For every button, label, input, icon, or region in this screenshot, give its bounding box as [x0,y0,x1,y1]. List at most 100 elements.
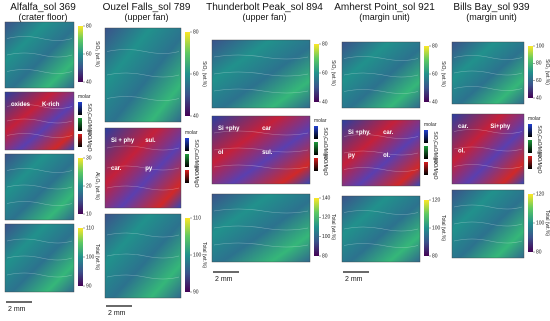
legend-title: molar [78,94,91,100]
channel-label: FeO/MgO [536,152,542,174]
map-texture [343,150,419,156]
map-texture [106,49,180,54]
channel-bar [185,170,189,183]
map-image [4,91,75,151]
column-title: Thunderbolt Peak_sol 894 [206,2,323,13]
map-texture [453,55,523,60]
map-image [341,119,421,187]
map-texture [343,134,419,139]
colorbar-tick-label: 100 [193,252,202,258]
scale-label: 2 mm [345,276,363,283]
colorbar-label: SiO₂ (wt.%) [330,60,336,86]
map-image [104,127,182,209]
channel-label: SiO₂ [193,139,199,149]
map-texture [453,129,523,134]
annotation: sul. [262,150,273,156]
map-image [341,195,421,263]
colorbar-tick-label: 60 [322,70,328,76]
column-title: Ouzel Falls_sol 789 [103,2,191,13]
colorbar-tick-label: 120 [536,191,545,197]
colorbar-tick-label: 40 [432,99,438,105]
colorbar-tick-label: 40 [536,95,542,101]
annotation: Si+phy [490,124,511,130]
map-texture [453,238,523,244]
channel-label: FeO/MgO [193,166,199,188]
map-texture [6,52,73,58]
channel-bar [314,126,318,139]
map-texture [343,243,419,248]
map-texture [343,167,419,172]
map-texture [106,274,180,280]
map-texture [6,168,73,173]
colorbar-tick-label: 110 [193,215,201,221]
annotation: py [145,166,153,172]
channel-bar [424,146,428,159]
colorbar-tick-label: 80 [86,23,92,29]
colorbar-tick-label: 10 [86,211,92,217]
annotation: Si + phy [111,138,135,144]
colorbar-label: SiO₂ (wt.%) [94,41,100,67]
channel-label: CaO/MgO [536,135,542,158]
map-texture [106,165,180,171]
colorbar-tick-label: 100 [322,234,331,240]
legend-title: molar [314,118,327,124]
map-texture [6,36,73,41]
colorbar-tick-label: 40 [86,79,92,85]
map-texture [213,130,309,136]
map-texture [453,204,523,210]
map-texture [6,238,73,244]
map-texture [213,225,309,231]
colorbar-tick-label: 100 [86,254,95,260]
colorbar-tick-label: 120 [432,197,441,203]
map-image [451,189,525,259]
colorbar-tick-label: 90 [86,283,92,289]
map-texture [6,104,73,109]
map-texture [6,118,73,124]
annotation: car [262,126,272,132]
channel-bar [78,118,82,131]
colorbar-tick-label: 60 [193,71,199,77]
channel-label: FeO/MgO [432,158,438,180]
map-image [4,223,75,293]
legend-title: molar [424,122,437,128]
map-image [4,153,75,221]
colorbar [185,218,190,292]
channel-label: SiO₂ [432,131,438,141]
map-texture [343,210,419,215]
map-image [211,193,311,263]
colorbar [314,198,319,256]
colorbar-tick-label: 80 [322,253,328,259]
map-texture [213,242,309,248]
colorbar-tick-label: 30 [86,155,92,161]
colorbar-tick-label: 40 [322,99,328,105]
colorbar-tick-label: 80 [432,43,438,49]
annotation: py [348,153,356,159]
colorbar-label: Total (wt.%) [201,242,207,268]
legend-title: molar [528,116,541,122]
channel-label: CaO/MgO [86,113,92,136]
annotation: car. [383,130,394,136]
map-texture [343,226,419,232]
map-texture [213,164,309,170]
column-title: Alfalfa_sol 369 [10,2,76,13]
channel-bar [78,102,82,115]
colorbar-label: Total (wt.%) [544,210,550,236]
map-texture [106,145,180,151]
map-image [451,41,525,105]
map-image [341,41,421,109]
colorbar-label: SiO₂ (wt.%) [544,59,550,85]
channel-label: CaO/MgO [432,141,438,164]
annotation: car. [458,124,469,130]
map-texture [106,232,180,238]
column-subtitle: (upper fan) [124,12,168,22]
column-subtitle: (margin unit) [466,12,517,22]
map-texture [106,185,180,191]
map-texture [6,69,73,74]
channel-bar [185,138,189,151]
annotation: Si +phy. [348,130,371,136]
channel-label: SiO₂ [86,103,92,113]
colorbar-tick-label: 120 [322,215,331,221]
colorbar-label: Total (wt.%) [330,214,336,240]
colorbar [424,46,429,102]
